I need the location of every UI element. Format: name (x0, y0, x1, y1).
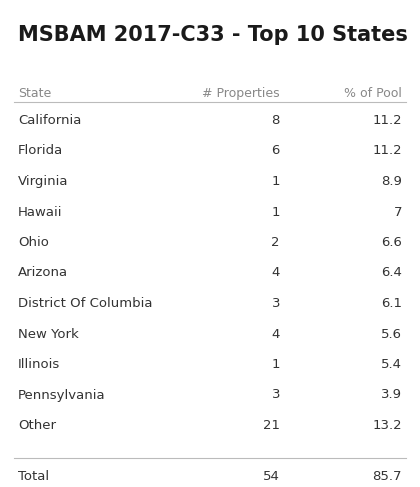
Text: 2: 2 (271, 236, 280, 249)
Text: 11.2: 11.2 (373, 114, 402, 127)
Text: California: California (18, 114, 81, 127)
Text: Virginia: Virginia (18, 175, 68, 188)
Text: 1: 1 (271, 358, 280, 371)
Text: Arizona: Arizona (18, 266, 68, 280)
Text: 21: 21 (263, 419, 280, 432)
Text: 3: 3 (271, 297, 280, 310)
Text: 13.2: 13.2 (373, 419, 402, 432)
Text: 6.4: 6.4 (381, 266, 402, 280)
Text: 11.2: 11.2 (373, 145, 402, 157)
Text: 1: 1 (271, 175, 280, 188)
Text: 6.1: 6.1 (381, 297, 402, 310)
Text: Illinois: Illinois (18, 358, 60, 371)
Text: 8: 8 (272, 114, 280, 127)
Text: 4: 4 (272, 327, 280, 340)
Text: Pennsylvania: Pennsylvania (18, 389, 105, 401)
Text: Ohio: Ohio (18, 236, 49, 249)
Text: 8.9: 8.9 (381, 175, 402, 188)
Text: 6: 6 (272, 145, 280, 157)
Text: New York: New York (18, 327, 79, 340)
Text: District Of Columbia: District Of Columbia (18, 297, 152, 310)
Text: % of Pool: % of Pool (344, 87, 402, 100)
Text: 85.7: 85.7 (373, 469, 402, 483)
Text: Other: Other (18, 419, 56, 432)
Text: 3: 3 (271, 389, 280, 401)
Text: 54: 54 (263, 469, 280, 483)
Text: Hawaii: Hawaii (18, 206, 63, 219)
Text: Florida: Florida (18, 145, 63, 157)
Text: 1: 1 (271, 206, 280, 219)
Text: # Properties: # Properties (202, 87, 280, 100)
Text: 5.4: 5.4 (381, 358, 402, 371)
Text: MSBAM 2017-C33 - Top 10 States: MSBAM 2017-C33 - Top 10 States (18, 25, 408, 45)
Text: State: State (18, 87, 51, 100)
Text: 4: 4 (272, 266, 280, 280)
Text: 7: 7 (394, 206, 402, 219)
Text: Total: Total (18, 469, 49, 483)
Text: 6.6: 6.6 (381, 236, 402, 249)
Text: 5.6: 5.6 (381, 327, 402, 340)
Text: 3.9: 3.9 (381, 389, 402, 401)
